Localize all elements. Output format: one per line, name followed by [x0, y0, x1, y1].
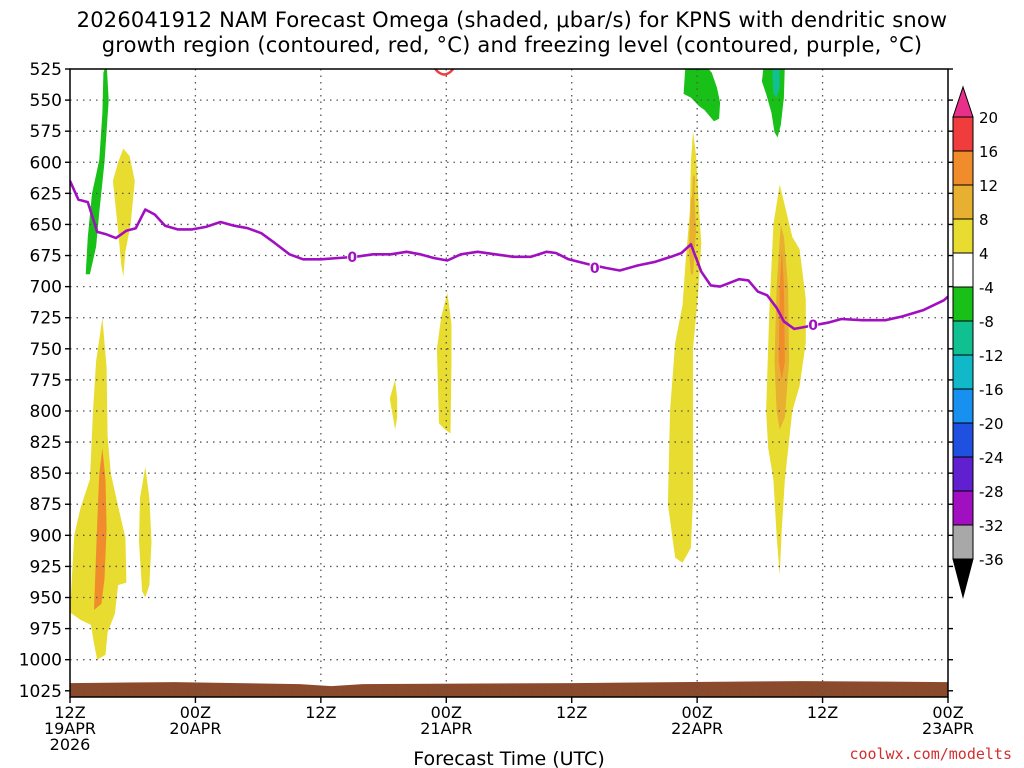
colorbar-swatch-10 — [952, 422, 974, 458]
omega-region-2 — [139, 466, 152, 598]
y-tick-label-850: 850 — [30, 464, 62, 484]
x-tick-label-36-0: 00Z — [431, 703, 462, 722]
freezing-level-label-2: 0 — [808, 318, 818, 334]
y-tick-label-550: 550 — [30, 91, 62, 111]
colorbar-label-13: -36 — [979, 551, 1004, 569]
y-tick-label-650: 650 — [30, 215, 62, 235]
y-tick-label-1000: 1000 — [19, 651, 62, 671]
x-tick-label-48-0: 12Z — [556, 703, 587, 722]
colorbar-legend: 20 16 12 8 4 -4 -8 -12 -16 -20 -24 -28 -32 -36 — [952, 85, 1004, 599]
colorbar-label-12: -32 — [979, 517, 1004, 535]
colorbar-label-4: 4 — [979, 245, 989, 263]
x-tick-label-12-1: 20APR — [169, 719, 221, 738]
x-axis-label: Forecast Time (UTC) — [413, 748, 604, 768]
colorbar-swatch-6 — [952, 286, 974, 322]
y-tick-label-625: 625 — [30, 184, 62, 204]
y-tick-label-1025: 1025 — [19, 682, 62, 702]
colorbar-swatch-5 — [952, 252, 974, 288]
x-tick-label-0-0: 12Z — [54, 703, 85, 722]
x-tick-label-12-0: 00Z — [180, 703, 211, 722]
freezing-level-label-0: 0 — [347, 250, 357, 266]
colorbar-swatch-8 — [952, 354, 974, 390]
omega-region-1 — [94, 448, 107, 610]
omega-region-5 — [389, 379, 398, 430]
y-tick-label-775: 775 — [30, 371, 62, 391]
omega-region-15 — [772, 69, 780, 98]
freezing-level-line — [70, 180, 948, 331]
omega-region-0 — [70, 317, 127, 660]
plot-frame — [69, 68, 949, 698]
colorbar-swatch-12 — [952, 490, 974, 526]
x-tick-label-60-0: 00Z — [681, 703, 712, 722]
omega-region-7 — [667, 131, 702, 563]
x-tick-label-0-1: 19APR — [44, 719, 96, 738]
omega-region-6 — [436, 292, 452, 434]
omega-shading — [70, 69, 806, 660]
colorbar-bottom-arrow — [952, 558, 974, 599]
omega-region-12 — [778, 249, 785, 380]
y-tick-label-700: 700 — [30, 278, 62, 298]
y-tick-label-950: 950 — [30, 589, 62, 609]
colorbar-swatch-7 — [952, 320, 974, 356]
colorbar-swatch-2 — [952, 150, 974, 186]
omega-region-13 — [683, 69, 721, 122]
chart-title-line-1: 2026041912 NAM Forecast Omega (shaded, μ… — [76, 8, 948, 32]
y-tick-label-600: 600 — [30, 153, 62, 173]
y-tick-label-675: 675 — [30, 247, 62, 267]
y-tick-label-875: 875 — [30, 495, 62, 515]
colorbar-label-6: -8 — [979, 313, 994, 331]
y-tick-label-575: 575 — [30, 122, 62, 142]
y-tick-label-825: 825 — [30, 433, 62, 453]
colorbar-top-arrow — [952, 85, 974, 118]
x-tick-label-84-1: 23APR — [922, 719, 974, 738]
colorbar-label-9: -20 — [979, 415, 1004, 433]
y-tick-label-900: 900 — [30, 526, 62, 546]
contour-lines: 0 0 0 — [70, 69, 948, 334]
colorbar-swatch-1 — [952, 116, 974, 152]
colorbar-swatch-9 — [952, 388, 974, 424]
colorbar-swatch-3 — [952, 184, 974, 220]
grid-lines — [70, 69, 948, 697]
colorbar-label-7: -12 — [979, 347, 1004, 365]
freezing-label-bg-0 — [347, 249, 358, 264]
colorbar-swatch-11 — [952, 456, 974, 492]
colorbar-label-1: 16 — [979, 143, 998, 161]
y-tick-label-800: 800 — [30, 402, 62, 422]
freezing-level-label-1: 0 — [590, 261, 600, 277]
colorbar-swatch-13 — [952, 524, 974, 560]
x-tick-label-72-0: 12Z — [807, 703, 838, 722]
chart-title-line-2: growth region (contoured, red, °C) and f… — [101, 33, 923, 57]
omega-region-3 — [112, 148, 135, 277]
y-tick-label-525: 525 — [30, 60, 62, 80]
x-tick-label-84-0: 00Z — [932, 703, 963, 722]
y-tick-label-750: 750 — [30, 340, 62, 360]
freezing-label-bg-1 — [589, 260, 600, 275]
freezing-label-bg-2 — [808, 318, 819, 333]
x-tick-label-0-2: 2026 — [50, 735, 91, 754]
colorbar-swatch-4 — [952, 218, 974, 254]
omega-region-9 — [691, 174, 696, 203]
colorbar-label-5: -4 — [979, 279, 994, 297]
colorbar-label-11: -28 — [979, 483, 1004, 501]
omega-region-4 — [85, 69, 109, 275]
x-tick-label-36-1: 21APR — [420, 719, 472, 738]
colorbar-label-0: 20 — [979, 109, 998, 127]
y-axis: 525 550 575 600 625 650 675 700 725 750 775 800 825 8… — [19, 60, 953, 702]
y-tick-label-975: 975 — [30, 620, 62, 640]
credit-text: coolwx.com/modelts — [849, 745, 1012, 763]
surface-fill — [70, 681, 948, 697]
surface-terrain — [70, 681, 948, 697]
colorbar-label-2: 12 — [979, 177, 998, 195]
colorbar-label-10: -24 — [979, 449, 1004, 467]
x-tick-label-24-0: 12Z — [305, 703, 336, 722]
dgz-contour — [434, 69, 455, 76]
colorbar-label-3: 8 — [979, 211, 989, 229]
y-tick-label-925: 925 — [30, 557, 62, 577]
x-tick-label-60-1: 22APR — [671, 719, 723, 738]
colorbar-label-8: -16 — [979, 381, 1004, 399]
y-tick-label-725: 725 — [30, 309, 62, 329]
